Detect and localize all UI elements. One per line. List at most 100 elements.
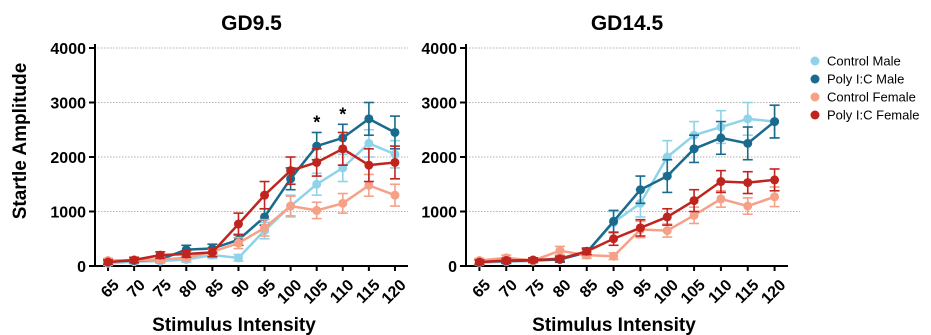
- data-point: [364, 114, 374, 124]
- panel-1-x-axis-label: Stimulus Intensity: [152, 315, 316, 335]
- panel-1-series-control-female: [103, 173, 400, 266]
- panel-1-x-tick-label: 85: [203, 277, 228, 302]
- data-point: [390, 127, 400, 137]
- data-point: [207, 247, 217, 257]
- legend-marker: [810, 110, 820, 120]
- legend: Control Male Poly I:C Male Control Female P…: [810, 54, 919, 123]
- panel-2-x-tick-label: 115: [732, 277, 762, 307]
- panel-1-x-tick-label: 70: [124, 277, 149, 302]
- y-axis-label: Startle Amplitude: [10, 63, 31, 220]
- data-point: [609, 234, 619, 244]
- data-point: [338, 144, 348, 154]
- data-point: [635, 223, 645, 233]
- panel-2-x-tick-label: 120: [758, 277, 789, 308]
- legend-label: Poly I:C Male: [827, 72, 904, 87]
- panel-2-title: GD14.5: [591, 12, 664, 35]
- panel-2-x-tick-label: 110: [705, 277, 735, 307]
- panel-2-x-tick-label: 85: [577, 277, 602, 302]
- panel-2-x-tick-label: 100: [651, 277, 682, 308]
- data-point: [770, 117, 780, 127]
- panel-1-y-tick-label: 3000: [50, 96, 86, 113]
- data-point: [312, 205, 322, 215]
- legend-marker: [810, 92, 820, 102]
- series-line: [107, 117, 396, 263]
- data-point: [662, 226, 672, 236]
- data-point: [716, 194, 726, 204]
- panel-2-x-tick-label: 90: [604, 277, 629, 302]
- panel-1-series-control-male: [103, 128, 400, 268]
- panel-2-y-tick-label: 3000: [421, 96, 457, 113]
- chart-panel-gd14-5: GD14.5 0 1000 2000 3000 4000 65 70 75 80 85 90 95100…: [421, 12, 800, 308]
- data-point: [743, 201, 753, 211]
- panel-2-x-tick-label: 70: [496, 277, 521, 302]
- data-point: [338, 198, 348, 208]
- data-point: [689, 144, 699, 154]
- data-point: [390, 190, 400, 200]
- legend-marker: [810, 74, 820, 84]
- panel-1-title: GD9.5: [221, 12, 282, 35]
- panel-1-series-poly-i-c-female: [103, 131, 400, 267]
- panel-1-y-tick-label: 0: [77, 259, 86, 276]
- data-point: [609, 216, 619, 226]
- data-point: [662, 171, 672, 181]
- panel-1-significance-star: *: [339, 104, 346, 124]
- panel-1-x-tick-label: 100: [274, 277, 305, 308]
- data-point: [689, 196, 699, 206]
- panel-1-y-tick-label: 1000: [50, 205, 86, 222]
- legend-label: Control Female: [827, 90, 916, 105]
- panel-2-y-tick-label: 4000: [421, 41, 457, 58]
- panel-2-y-tick-label: 0: [448, 259, 457, 276]
- panel-2-y-tick-label: 1000: [421, 205, 457, 222]
- panel-2-x-axis-label: Stimulus Intensity: [532, 315, 696, 335]
- data-point: [555, 254, 565, 264]
- data-point: [662, 212, 672, 222]
- legend-label: Poly I:C Female: [827, 108, 919, 123]
- data-point: [689, 210, 699, 220]
- data-point: [743, 138, 753, 148]
- data-point: [129, 255, 139, 265]
- data-point: [474, 257, 484, 267]
- panel-1-significance-star: *: [313, 112, 320, 132]
- panel-2-x-tick-label: 95: [631, 277, 656, 302]
- data-point: [260, 223, 270, 233]
- series-line: [479, 178, 775, 264]
- panel-1-x-tick-label: 115: [353, 277, 383, 307]
- data-point: [312, 157, 322, 167]
- panel-2-x-tick-label: 75: [523, 277, 548, 302]
- panel-2-x-tick-label: 105: [678, 277, 709, 308]
- data-point: [286, 201, 296, 211]
- data-point: [582, 246, 592, 256]
- panel-2-series-poly-i-c-female: [474, 168, 780, 267]
- series-line: [107, 141, 396, 265]
- data-point: [233, 238, 243, 248]
- legend-marker: [810, 56, 820, 66]
- data-point: [609, 251, 619, 261]
- panel-1-x-tick-label: 75: [150, 277, 175, 302]
- panel-1-x-tick-label: 90: [229, 277, 254, 302]
- data-point: [390, 157, 400, 167]
- panel-2-series-control-female: [474, 186, 780, 266]
- panel-2-y-tick-label: 2000: [421, 150, 457, 167]
- data-point: [743, 178, 753, 188]
- panel-1-x-tick-label: 110: [327, 277, 357, 307]
- data-point: [286, 166, 296, 176]
- data-point: [233, 219, 243, 229]
- data-point: [103, 257, 113, 267]
- panel-1-y-tick-label: 4000: [50, 41, 86, 58]
- series-line: [108, 183, 396, 262]
- data-point: [260, 190, 270, 200]
- data-point: [743, 114, 753, 124]
- data-point: [181, 249, 191, 259]
- data-point: [501, 256, 511, 266]
- data-point: [528, 255, 538, 265]
- data-point: [364, 160, 374, 170]
- panel-1-x-tick-label: 105: [301, 277, 332, 308]
- data-point: [716, 133, 726, 143]
- panel-1-x-tick-label: 80: [176, 277, 201, 302]
- legend-label: Control Male: [827, 54, 901, 69]
- data-point: [770, 175, 780, 185]
- panel-2-x-tick-label: 80: [550, 277, 575, 302]
- data-point: [364, 138, 374, 148]
